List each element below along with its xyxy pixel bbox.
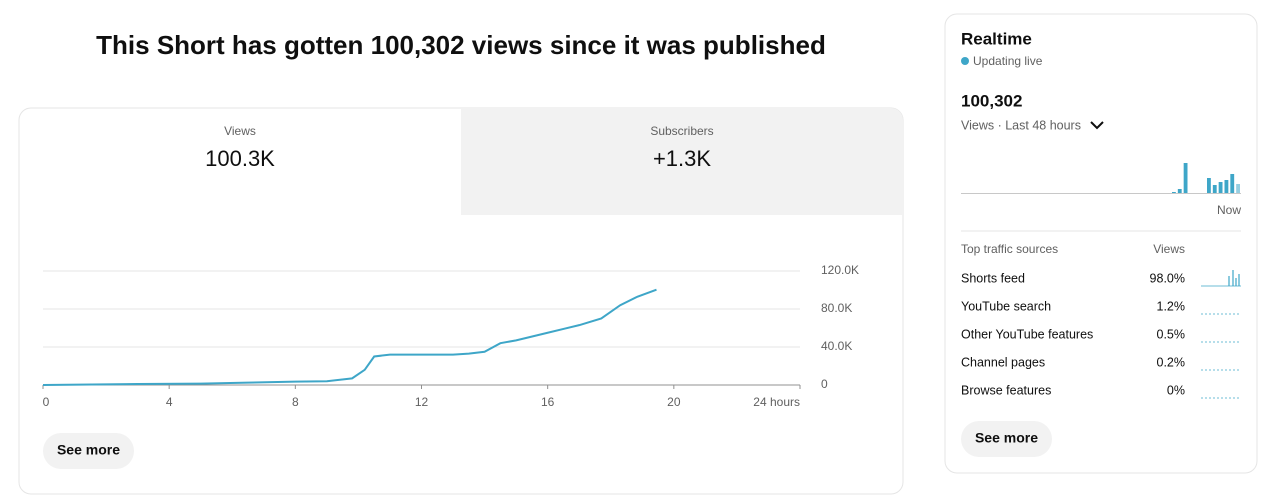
see-more-label[interactable]: See more bbox=[57, 442, 120, 458]
views-chart: 0 40.0K 80.0K 120.0K 0 4 8 12 16 20 24 hours bbox=[42, 263, 859, 409]
x-tick-label: 12 bbox=[415, 395, 429, 409]
x-tick-label: 8 bbox=[292, 395, 299, 409]
source-share: 0.2% bbox=[1157, 355, 1186, 369]
y-tick-label: 80.0K bbox=[821, 301, 852, 315]
y-tick-label: 0 bbox=[821, 377, 828, 391]
bar bbox=[1230, 174, 1235, 193]
bar bbox=[1177, 189, 1182, 193]
bar bbox=[1172, 192, 1176, 193]
source-share: 0% bbox=[1167, 383, 1185, 397]
realtime-chart bbox=[961, 163, 1241, 194]
source-share: 0.5% bbox=[1157, 327, 1186, 341]
see-more-button[interactable] bbox=[961, 421, 1052, 457]
live-dot bbox=[961, 57, 969, 65]
realtime-period: Views · Last 48 hours bbox=[961, 118, 1081, 132]
sources-metric: Views bbox=[1153, 242, 1185, 256]
source-share: 98.0% bbox=[1150, 271, 1185, 285]
see-more-button[interactable] bbox=[43, 433, 134, 469]
x-tick-label: 16 bbox=[541, 395, 555, 409]
traffic-sources: Shorts feed 98.0% YouTube search 1.2% Other … bbox=[961, 270, 1241, 399]
bar bbox=[1236, 184, 1240, 193]
source-share: 1.2% bbox=[1157, 299, 1186, 313]
live-status: Updating live bbox=[973, 54, 1043, 68]
sources-header: Top traffic sources bbox=[961, 242, 1058, 256]
x-tick-label: 4 bbox=[166, 395, 173, 409]
tab-value: +1.3K bbox=[653, 146, 711, 171]
subscribers-tab-bg[interactable] bbox=[461, 108, 903, 215]
x-tick-label: 20 bbox=[667, 395, 681, 409]
bar bbox=[1224, 180, 1229, 193]
realtime-total: 100,302 bbox=[961, 91, 1022, 110]
realtime-card bbox=[944, 13, 1258, 474]
x-tick-label: 0 bbox=[43, 395, 50, 409]
source-name: Shorts feed bbox=[961, 271, 1025, 285]
bar bbox=[1183, 163, 1188, 193]
see-more-label[interactable]: See more bbox=[975, 430, 1038, 446]
bar bbox=[1212, 185, 1217, 193]
source-name: YouTube search bbox=[961, 299, 1051, 313]
bar bbox=[1218, 182, 1223, 193]
source-name: Other YouTube features bbox=[961, 327, 1093, 341]
realtime-title: Realtime bbox=[961, 29, 1032, 48]
tab-label: Subscribers bbox=[650, 124, 713, 138]
y-tick-label: 40.0K bbox=[821, 339, 852, 353]
now-label: Now bbox=[1217, 203, 1241, 217]
bar bbox=[1207, 178, 1211, 193]
tab-value: 100.3K bbox=[205, 146, 275, 171]
page-title: This Short has gotten 100,302 views sinc… bbox=[96, 30, 826, 60]
views-line bbox=[42, 288, 657, 386]
sparkline bbox=[1228, 270, 1240, 286]
period-dropdown[interactable] bbox=[1090, 121, 1104, 130]
tab-label: Views bbox=[224, 124, 256, 138]
source-name: Channel pages bbox=[961, 355, 1045, 369]
source-name: Browse features bbox=[961, 383, 1051, 397]
y-tick-label: 120.0K bbox=[821, 263, 859, 277]
x-tick-label: 24 hours bbox=[753, 395, 800, 409]
